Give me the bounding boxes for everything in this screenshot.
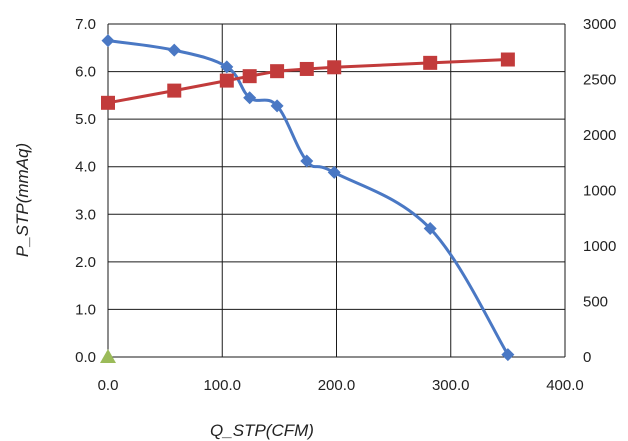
x-tick-label: 300.0 bbox=[432, 377, 470, 394]
data-point-diamond bbox=[501, 348, 515, 362]
data-point-square bbox=[242, 69, 257, 84]
y2-tick-label: 500 bbox=[583, 294, 608, 311]
data-point-diamond bbox=[270, 99, 284, 113]
y2-tick-label: 0 bbox=[583, 349, 591, 366]
x-tick-label: 400.0 bbox=[546, 377, 584, 394]
grid bbox=[107, 23, 566, 358]
y-tick-label: 4.0 bbox=[75, 159, 96, 176]
y-tick-label: 5.0 bbox=[75, 111, 96, 128]
data-point-diamond bbox=[167, 43, 181, 57]
y-tick-label: 6.0 bbox=[75, 64, 96, 81]
data-point-square bbox=[270, 64, 285, 79]
data-point-square bbox=[219, 73, 234, 88]
data-point-diamond bbox=[243, 91, 257, 105]
x-axis-title: Q_STP(CFM) bbox=[210, 421, 314, 440]
data-point-diamond bbox=[327, 165, 341, 179]
y-tick-label: 7.0 bbox=[75, 16, 96, 33]
x-tick-label: 100.0 bbox=[203, 377, 241, 394]
y2-tick-label: 2500 bbox=[583, 72, 616, 89]
tick-labels: 0.0 1.0 2.0 3.0 4.0 5.0 6.0 7.0 0 500 1000 1000 2000… bbox=[75, 16, 616, 394]
y2-tick-label: 2000 bbox=[583, 127, 616, 144]
y2-tick-label: 3000 bbox=[583, 16, 616, 33]
y-tick-label: 0.0 bbox=[75, 349, 96, 366]
data-point-square bbox=[299, 61, 314, 76]
series-layer bbox=[100, 34, 515, 363]
data-point-diamond bbox=[220, 60, 234, 74]
x-tick-label: 200.0 bbox=[318, 377, 356, 394]
data-point-diamond bbox=[300, 154, 314, 168]
data-point-square bbox=[500, 52, 515, 67]
data-point-square bbox=[327, 60, 342, 75]
y2-tick-label: 1000 bbox=[583, 183, 616, 200]
data-point-square bbox=[423, 55, 438, 70]
data-point-square bbox=[101, 95, 115, 110]
data-point-diamond bbox=[423, 222, 437, 236]
data-point-triangle bbox=[100, 349, 116, 363]
data-point-diamond bbox=[101, 34, 115, 48]
y-tick-label: 1.0 bbox=[75, 301, 96, 318]
y-tick-label: 2.0 bbox=[75, 254, 96, 271]
y-axis-title: P_STP(mmAq) bbox=[13, 143, 32, 257]
x-tick-label: 0.0 bbox=[98, 377, 119, 394]
y-tick-label: 3.0 bbox=[75, 206, 96, 223]
data-point-square bbox=[167, 83, 182, 98]
y2-tick-label: 1000 bbox=[583, 238, 616, 255]
